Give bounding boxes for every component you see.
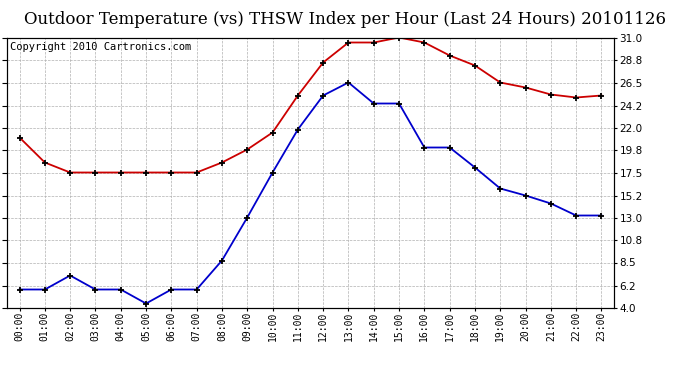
Text: Copyright 2010 Cartronics.com: Copyright 2010 Cartronics.com	[10, 42, 191, 51]
Text: Outdoor Temperature (vs) THSW Index per Hour (Last 24 Hours) 20101126: Outdoor Temperature (vs) THSW Index per …	[24, 11, 666, 28]
